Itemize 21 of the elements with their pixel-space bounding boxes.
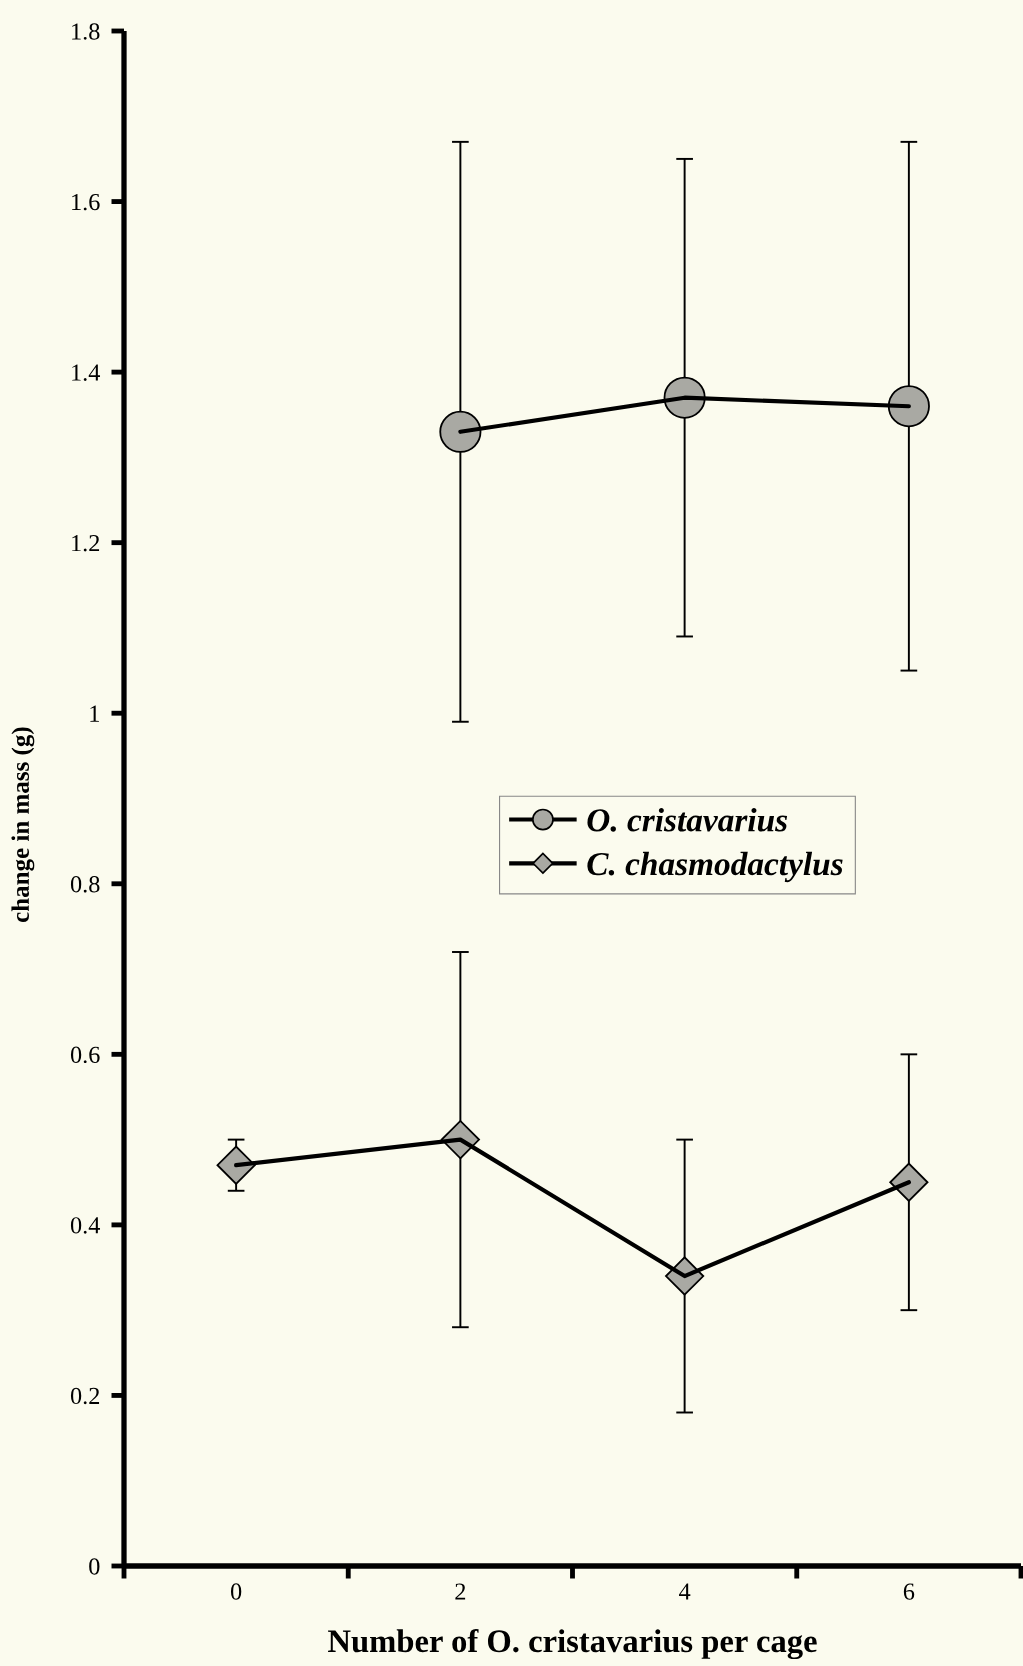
x-tick-label: 6 (903, 1583, 915, 1600)
x-tick-label: 4 (679, 1583, 691, 1600)
x-tick-label: 0 (230, 1583, 242, 1600)
y-tick-label: 1 (90, 705, 99, 722)
y-tick-label: 0.4 (70, 1217, 101, 1234)
x-tick-label: 2 (455, 1583, 466, 1600)
y-tick-label: 1.8 (72, 23, 100, 40)
point (887, 385, 930, 428)
y-tick-label: 1.4 (72, 364, 101, 381)
y-tick-label: 0.2 (70, 1387, 100, 1405)
point (439, 410, 482, 453)
legend-label: O. cristavarius (587, 808, 788, 832)
point (889, 1162, 929, 1202)
y-tick-label: 1.6 (72, 193, 100, 211)
y-tick-label: 0.6 (70, 1046, 100, 1064)
y-tick-label: 0.8 (70, 876, 100, 893)
x-axis-title: Number of O. cristavarius per cage (328, 1628, 817, 1660)
y-axis-title: change in mass (g) (11, 727, 35, 923)
legend-label: C. chasmodactylus (587, 851, 843, 883)
y-tick-label: 0 (89, 1558, 100, 1575)
y-tick-label: 1.2 (72, 535, 100, 552)
